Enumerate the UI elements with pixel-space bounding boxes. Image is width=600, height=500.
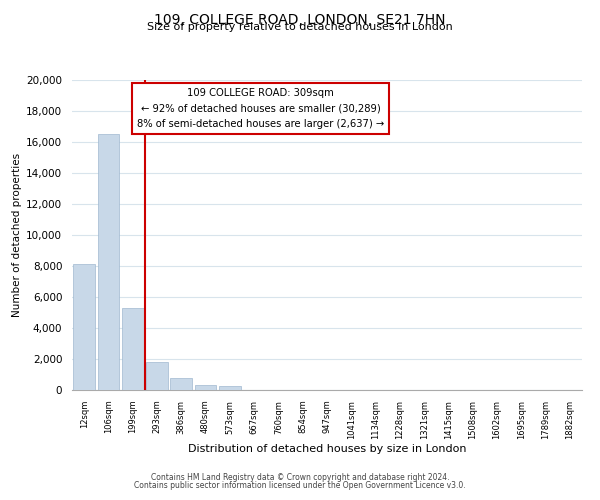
Bar — [194, 386, 217, 390]
Text: 109 COLLEGE ROAD: 309sqm
← 92% of detached houses are smaller (30,289)
8% of sem: 109 COLLEGE ROAD: 309sqm ← 92% of detach… — [137, 88, 385, 129]
Bar — [219, 386, 241, 390]
Bar — [170, 378, 192, 390]
Bar — [73, 264, 95, 390]
X-axis label: Distribution of detached houses by size in London: Distribution of detached houses by size … — [188, 444, 466, 454]
Bar — [97, 134, 119, 390]
Text: Contains public sector information licensed under the Open Government Licence v3: Contains public sector information licen… — [134, 481, 466, 490]
Bar — [146, 362, 168, 390]
Text: Contains HM Land Registry data © Crown copyright and database right 2024.: Contains HM Land Registry data © Crown c… — [151, 472, 449, 482]
Y-axis label: Number of detached properties: Number of detached properties — [12, 153, 22, 317]
Bar — [122, 308, 143, 390]
Text: 109, COLLEGE ROAD, LONDON, SE21 7HN: 109, COLLEGE ROAD, LONDON, SE21 7HN — [154, 12, 446, 26]
Text: Size of property relative to detached houses in London: Size of property relative to detached ho… — [147, 22, 453, 32]
